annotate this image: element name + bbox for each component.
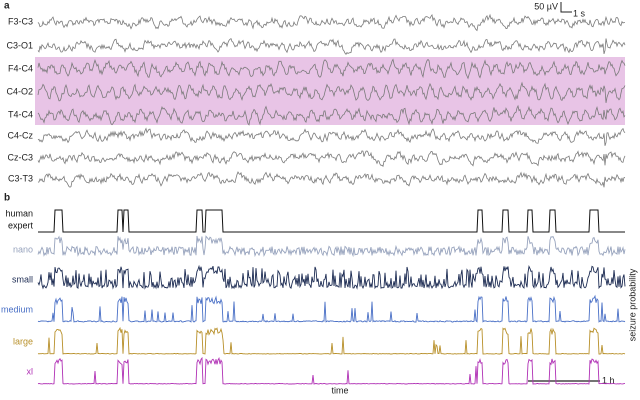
row-label: small xyxy=(12,274,33,284)
row-label: large xyxy=(13,336,33,346)
probability-trace xyxy=(37,235,626,258)
probability-trace xyxy=(37,326,626,355)
channel-label: C4-O2 xyxy=(6,86,33,96)
y-label: seizure probability xyxy=(627,268,637,341)
row-label: expert xyxy=(8,220,34,230)
scale-bar xyxy=(560,2,572,13)
eeg-trace xyxy=(37,171,626,188)
eeg-trace xyxy=(37,81,626,103)
eeg-trace xyxy=(37,104,626,126)
eeg-trace xyxy=(37,127,626,146)
eeg-trace xyxy=(37,150,626,168)
probability-trace xyxy=(37,294,626,323)
channel-label: Cz-C3 xyxy=(7,152,33,162)
probability-trace xyxy=(37,356,625,385)
channel-label: T4-C4 xyxy=(8,109,33,119)
eeg-trace xyxy=(37,37,626,56)
channel-label: F3-C3 xyxy=(8,16,33,26)
channel-label: C4-Cz xyxy=(7,130,33,140)
row-label: nano xyxy=(13,244,33,254)
amplitude-scale: 50 µV 1 s xyxy=(534,1,585,18)
eeg-trace xyxy=(37,13,625,32)
x-label: time xyxy=(331,385,348,395)
probability-trace xyxy=(37,264,626,290)
channel-label: F4-C4 xyxy=(8,63,33,73)
panel-label: a xyxy=(4,1,10,12)
probability-trace xyxy=(38,209,625,233)
row-label: xl xyxy=(27,366,34,376)
row-label: medium xyxy=(1,304,33,314)
scale-time: 1 h xyxy=(602,375,615,385)
scale-time: 1 s xyxy=(573,8,586,18)
channel-label: C3-O1 xyxy=(6,40,33,50)
panel-label: b xyxy=(4,193,10,204)
row-label: human xyxy=(5,208,33,218)
eeg-trace xyxy=(37,58,626,80)
scale-amplitude: 50 µV xyxy=(534,1,558,11)
channel-label: C3-T3 xyxy=(8,173,33,183)
